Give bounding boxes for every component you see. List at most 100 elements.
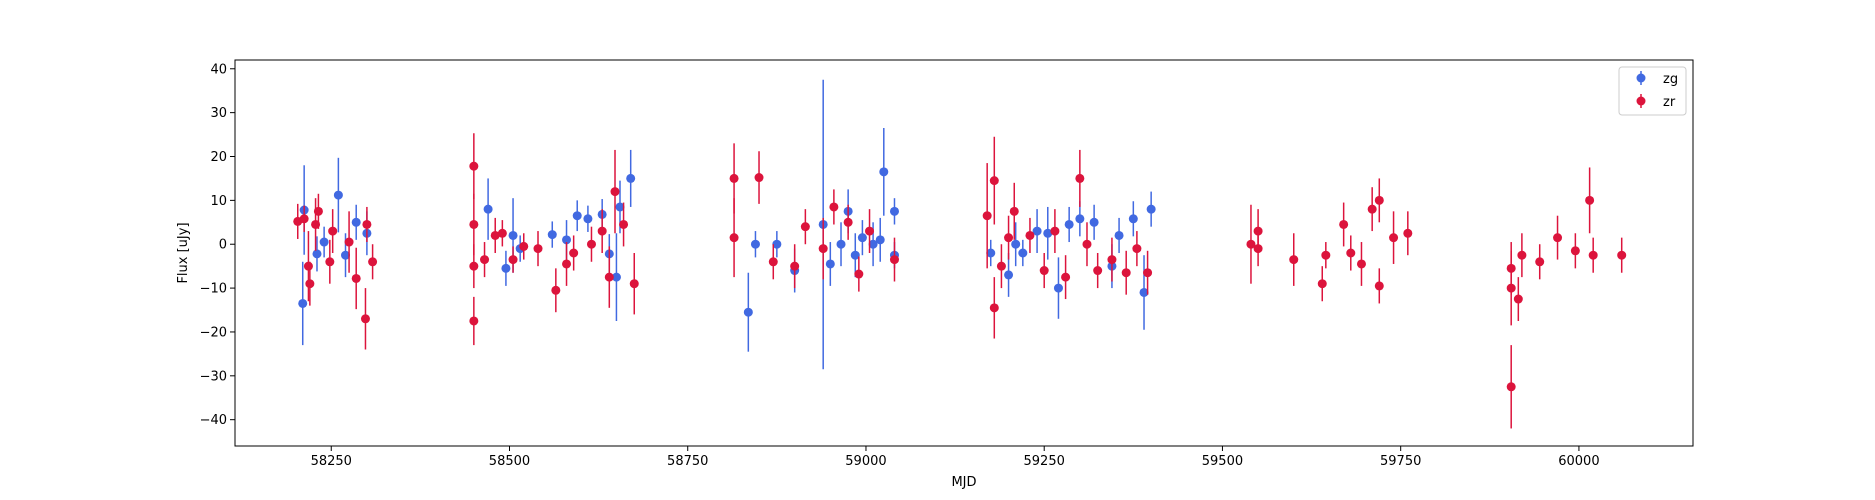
legend-marker-zr bbox=[1636, 96, 1646, 106]
data-point-zr bbox=[1506, 283, 1516, 293]
legend-box bbox=[1618, 66, 1687, 116]
data-point-zg bbox=[1064, 219, 1074, 229]
y-tick-label: −10 bbox=[200, 282, 227, 297]
data-point-zr bbox=[1513, 294, 1523, 304]
y-axis: −40 −30 −20 −10 0 10 20 30 40 bbox=[200, 62, 235, 428]
data-point-zg bbox=[772, 239, 782, 249]
x-tick-label: 59250 bbox=[1024, 454, 1065, 469]
x-tick-label: 58500 bbox=[489, 454, 530, 469]
data-point-zg bbox=[1032, 226, 1042, 236]
data-point-zg bbox=[611, 272, 621, 282]
data-point-zg bbox=[1018, 248, 1028, 258]
data-point-zg bbox=[857, 233, 867, 243]
y-tick-label: −20 bbox=[200, 325, 227, 340]
data-point-zr bbox=[368, 257, 378, 267]
data-point-zr bbox=[1506, 382, 1516, 392]
data-point-zg bbox=[626, 173, 636, 183]
data-point-zr bbox=[362, 219, 372, 229]
data-point-zr bbox=[351, 273, 361, 283]
data-point-zr bbox=[344, 237, 354, 247]
data-point-zr bbox=[325, 257, 335, 267]
data-point-zr bbox=[1585, 195, 1595, 205]
data-point-zr bbox=[996, 261, 1006, 271]
x-axis: 58250 58500 58750 59000 59250 59500 59750 60000 bbox=[311, 446, 1600, 469]
data-point-zr bbox=[1289, 255, 1299, 265]
data-point-zr bbox=[1517, 250, 1527, 260]
legend-label-zr: zr bbox=[1663, 95, 1676, 110]
data-point-zr bbox=[854, 269, 864, 279]
data-point-zg bbox=[1128, 214, 1138, 224]
data-point-zg bbox=[1089, 217, 1099, 227]
data-point-zr bbox=[469, 219, 479, 229]
data-point-zg bbox=[850, 250, 860, 260]
data-point-zg bbox=[572, 211, 582, 221]
data-point-zr bbox=[989, 303, 999, 313]
y-tick-label: 30 bbox=[210, 106, 227, 121]
x-tick-label: 58750 bbox=[667, 454, 708, 469]
y-tick-label: 40 bbox=[210, 62, 227, 77]
data-point-zr bbox=[569, 248, 579, 258]
data-point-zg bbox=[547, 230, 557, 240]
data-point-zr bbox=[597, 226, 607, 236]
data-point-zg bbox=[1011, 239, 1021, 249]
data-point-zr bbox=[1403, 228, 1413, 238]
data-point-zr bbox=[562, 259, 572, 269]
data-point-zr bbox=[1389, 233, 1399, 243]
data-point-zr bbox=[519, 241, 529, 251]
data-point-zr bbox=[818, 244, 828, 254]
legend-label-zg: zg bbox=[1663, 72, 1678, 87]
x-tick-label: 60000 bbox=[1558, 454, 1599, 469]
data-point-zr bbox=[1082, 239, 1092, 249]
y-tick-label: −40 bbox=[200, 413, 227, 428]
data-point-zr bbox=[865, 226, 875, 236]
data-point-zg bbox=[1114, 230, 1124, 240]
data-point-zr bbox=[1075, 173, 1085, 183]
data-point-zr bbox=[1009, 206, 1019, 216]
data-point-zr bbox=[629, 279, 639, 289]
data-point-zg bbox=[483, 204, 493, 214]
data-point-zg bbox=[825, 259, 835, 269]
data-point-zr bbox=[1317, 279, 1327, 289]
data-point-zr bbox=[1588, 250, 1598, 260]
x-tick-label: 58250 bbox=[311, 454, 352, 469]
data-point-zg bbox=[1075, 214, 1085, 224]
data-point-zr bbox=[305, 279, 315, 289]
data-point-zr bbox=[604, 272, 614, 282]
data-point-zr bbox=[1246, 239, 1256, 249]
x-tick-label: 59500 bbox=[1202, 454, 1243, 469]
data-point-zr bbox=[1039, 266, 1049, 276]
x-tick-label: 59750 bbox=[1380, 454, 1421, 469]
data-point-zg bbox=[868, 239, 878, 249]
data-point-zr bbox=[1617, 250, 1627, 260]
data-point-zr bbox=[1093, 266, 1103, 276]
data-point-zr bbox=[1025, 230, 1035, 240]
data-point-zr bbox=[1553, 233, 1563, 243]
legend-marker-zg bbox=[1636, 73, 1646, 83]
legend-entry-zr: zr bbox=[1636, 94, 1676, 110]
data-point-zr bbox=[1004, 233, 1014, 243]
data-point-zr bbox=[610, 187, 620, 197]
data-point-zg bbox=[298, 298, 308, 308]
data-point-zr bbox=[982, 211, 992, 221]
data-point-zr bbox=[1143, 268, 1153, 278]
data-point-zr bbox=[508, 255, 518, 265]
data-point-zg bbox=[879, 167, 889, 177]
data-point-zr bbox=[989, 176, 999, 186]
data-point-zr bbox=[299, 214, 309, 224]
data-point-zr bbox=[1132, 244, 1142, 254]
plot-area bbox=[293, 79, 1627, 429]
data-point-zg bbox=[319, 237, 329, 247]
data-point-zg bbox=[351, 217, 361, 227]
data-point-zr bbox=[843, 217, 853, 227]
data-point-zr bbox=[1535, 257, 1545, 267]
data-point-zr bbox=[729, 173, 739, 183]
data-point-zr bbox=[551, 285, 561, 295]
data-point-zr bbox=[1321, 250, 1331, 260]
data-point-zr bbox=[729, 233, 739, 243]
data-point-zr bbox=[469, 316, 479, 326]
data-point-zg bbox=[508, 230, 518, 240]
data-point-zg bbox=[562, 235, 572, 245]
data-point-zr bbox=[1050, 226, 1060, 236]
data-point-zr bbox=[1346, 248, 1356, 258]
